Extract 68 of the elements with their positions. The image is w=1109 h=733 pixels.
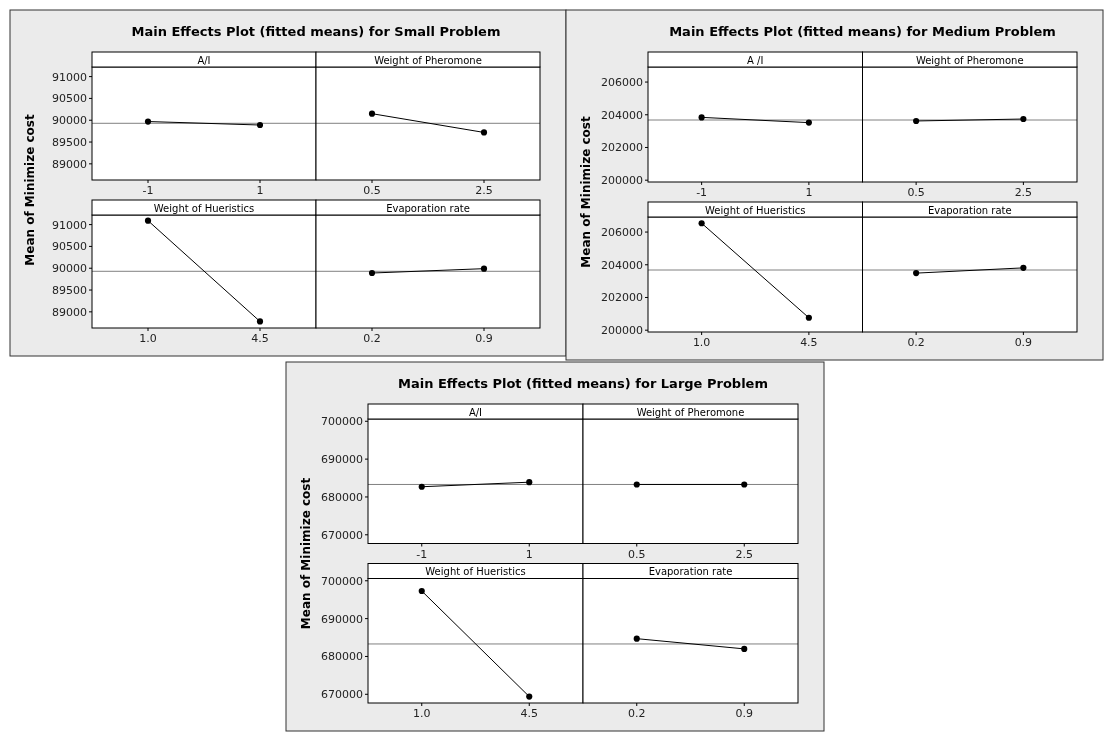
chart-subtitle: A /I xyxy=(747,54,764,66)
chart-subtitle: Weight of Pheromone xyxy=(915,54,1024,66)
chart-title: Main Effects Plot (fitted means) for Small Problem xyxy=(131,24,501,39)
y-tick-label: 670000 xyxy=(321,688,363,702)
chart-title: Main Effects Plot (fitted means) for Medium Problem xyxy=(669,24,1056,39)
y-tick-label: 690000 xyxy=(321,612,363,626)
y-tick-label: 200000 xyxy=(601,174,643,188)
y-tick-label: 90000 xyxy=(52,114,87,128)
chart-subtitle: Evaporation rate xyxy=(648,566,733,577)
x-tick-label: 1.0 xyxy=(139,332,157,345)
y-tick-label: 206000 xyxy=(601,226,643,240)
x-tick-label: 2.5 xyxy=(735,547,753,561)
y-tick-label: 89500 xyxy=(52,136,87,150)
x-tick-label: 1.0 xyxy=(413,707,431,720)
x-tick-label: 1.0 xyxy=(692,336,711,349)
chart-subtitle: Evaporation rate xyxy=(386,202,470,214)
y-tick-label: 89000 xyxy=(52,305,87,319)
x-tick-label: 4.5 xyxy=(800,336,818,349)
y-tick-label: 202000 xyxy=(601,141,643,155)
chart-subtitle: Evaporation rate xyxy=(927,204,1012,216)
chart-subtitle: A/I xyxy=(197,54,211,66)
chart-subtitle: A/I xyxy=(468,406,483,418)
y-tick-label: 90000 xyxy=(52,262,87,276)
x-tick-label: 0.9 xyxy=(475,332,493,345)
chart-title: Main Effects Plot (fitted means) for Large Problem xyxy=(398,376,768,391)
y-tick-label: 204000 xyxy=(601,258,643,272)
x-tick-label: 0.9 xyxy=(735,707,753,720)
y-tick-label: 206000 xyxy=(601,76,643,90)
x-tick-label: 0.9 xyxy=(1014,336,1033,349)
y-axis-title: Mean of Minimize cost xyxy=(23,114,37,266)
x-tick-label: 4.5 xyxy=(251,332,269,345)
y-tick-label: 700000 xyxy=(321,574,363,588)
x-tick-label: 1 xyxy=(525,547,533,561)
x-tick-label: 0.2 xyxy=(363,332,381,345)
y-axis-title: Mean of Minimize cost xyxy=(299,477,313,630)
y-tick-label: 680000 xyxy=(321,650,363,664)
chart-subtitle: Weight of Hueristics xyxy=(153,202,255,214)
y-tick-label: 690000 xyxy=(321,453,363,467)
y-tick-label: 91000 xyxy=(52,218,87,232)
y-tick-label: 89500 xyxy=(52,284,87,298)
x-tick-label: 0.2 xyxy=(907,336,925,349)
y-tick-label: 680000 xyxy=(321,490,363,504)
chart-subtitle: Weight of Hueristics xyxy=(705,204,806,216)
x-tick-label: 0.5 xyxy=(628,547,646,561)
y-tick-label: 202000 xyxy=(601,291,643,305)
x-tick-label: 2.5 xyxy=(1014,186,1033,199)
x-tick-label: -1 xyxy=(416,547,428,561)
x-tick-label: -1 xyxy=(696,186,708,199)
y-tick-label: 700000 xyxy=(321,415,363,429)
y-tick-label: 89000 xyxy=(52,157,87,171)
x-tick-label: 1 xyxy=(805,186,813,199)
chart-subtitle: Weight of Pheromone xyxy=(636,406,745,418)
chart-subtitle: Weight of Hueristics xyxy=(425,566,526,577)
x-tick-label: 0.5 xyxy=(363,184,381,197)
x-tick-label: 2.5 xyxy=(475,184,493,197)
x-tick-label: -1 xyxy=(142,184,154,197)
y-tick-label: 91000 xyxy=(52,70,87,84)
y-axis-title: Mean of Minimize cost xyxy=(579,116,593,268)
y-tick-label: 670000 xyxy=(321,528,363,542)
x-tick-label: 0.2 xyxy=(628,707,646,720)
x-tick-label: 1 xyxy=(256,184,264,197)
x-tick-label: 0.5 xyxy=(907,186,925,199)
y-tick-label: 90500 xyxy=(52,240,87,254)
x-tick-label: 4.5 xyxy=(520,707,538,720)
y-tick-label: 90500 xyxy=(52,92,87,106)
chart-subtitle: Weight of Pheromone xyxy=(374,54,482,66)
y-tick-label: 200000 xyxy=(601,324,643,338)
y-tick-label: 204000 xyxy=(601,108,643,122)
